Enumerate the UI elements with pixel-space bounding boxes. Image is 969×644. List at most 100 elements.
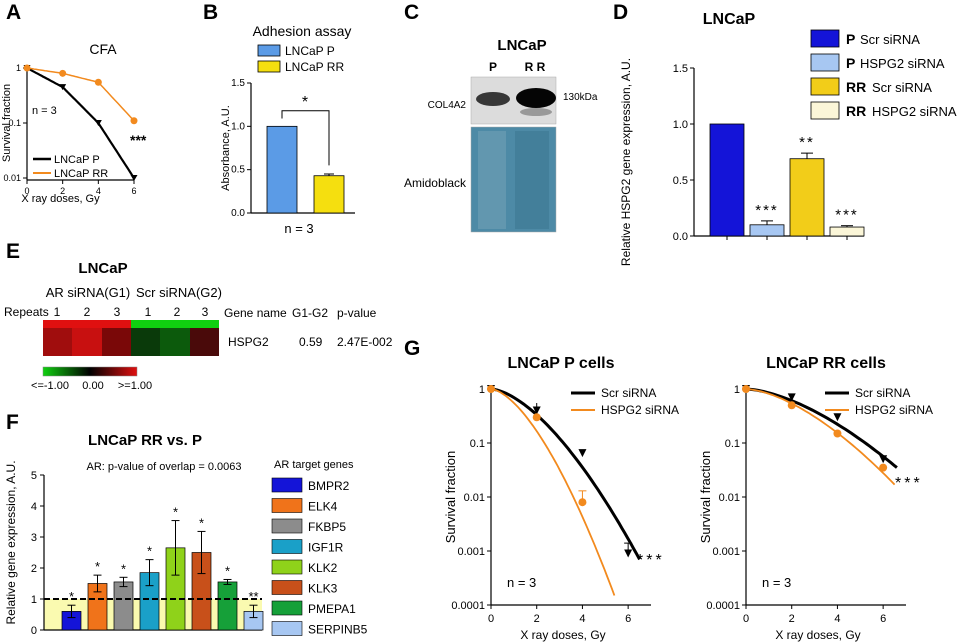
legend-swatch	[271, 621, 303, 636]
y-tick-label: 0.01	[464, 492, 485, 504]
x-tick-label: 6	[880, 613, 886, 625]
data-point	[59, 69, 67, 77]
significance-stars: *	[199, 515, 204, 530]
significance-stars: *	[95, 559, 100, 574]
y-tick-label: 0.0001	[706, 600, 740, 612]
heatmap-scale-mid: 0.00	[82, 380, 103, 392]
y-tick-label: 2	[31, 563, 37, 575]
legend-bold: P	[846, 55, 855, 71]
data-point	[787, 393, 796, 402]
heatmap-cell	[102, 328, 131, 356]
legend-swatch	[271, 477, 303, 493]
y-axis-label: Absorbance, A.U.	[220, 105, 232, 191]
bar	[829, 226, 865, 237]
legend-bold: RR	[846, 103, 866, 119]
heatmap-col-p: p-value	[337, 306, 377, 320]
legend-label: IGF1R	[308, 541, 344, 555]
y-tick-label: 4	[31, 501, 37, 513]
blot-stain-label: Amidoblack	[404, 176, 467, 190]
data-point	[487, 385, 495, 393]
x-tick-label: 4	[834, 613, 840, 625]
data-point	[130, 117, 138, 125]
panel-f-chart: LNCaP RR vs. P AR: p-value of overlap = 0…	[4, 432, 368, 637]
heatmap-repeats-label: Repeats	[4, 305, 49, 319]
legend-swatch	[257, 44, 281, 57]
legend-label: Scr siRNA	[860, 32, 920, 47]
data-point	[23, 64, 31, 72]
y-tick-label: 1	[16, 63, 21, 73]
x-tick-label: 2	[789, 613, 795, 625]
y-tick-label: 1.5	[673, 63, 688, 75]
legend-label: Scr siRNA	[601, 386, 656, 400]
heatmap-group1: AR siRNA(G1)	[46, 285, 131, 300]
y-tick-label: 3	[31, 532, 37, 544]
y-tick-label: 1	[734, 384, 740, 396]
footer-note: n = 3	[284, 221, 313, 236]
heatmap-repeat: 1	[54, 305, 61, 319]
y-tick-label: 0.5	[673, 175, 688, 187]
x-tick-label: 0	[488, 613, 494, 625]
heatmap-group2-bar	[131, 320, 219, 328]
heatmap-group2: Scr siRNA(G2)	[136, 285, 222, 300]
panel-b-chart: Adhesion assay LNCaP P LNCaP RR 0.0 0.5 1.0 1.…	[220, 23, 355, 236]
data-point	[94, 78, 102, 86]
legend-swatch	[271, 559, 303, 575]
significance-stars: ***	[895, 475, 923, 492]
y-tick-label: 0.1	[8, 118, 21, 128]
annotation-n: n = 3	[507, 575, 536, 590]
heatmap-cell	[131, 328, 160, 356]
series-line	[745, 387, 898, 469]
heatmap-cell	[72, 328, 102, 356]
bar	[789, 158, 825, 237]
legend-swatch	[271, 600, 303, 616]
bar	[749, 224, 785, 237]
blot-band-rr	[516, 88, 556, 108]
x-tick-label: 4	[96, 186, 101, 196]
y-tick-label: 0.1	[725, 438, 740, 450]
annotation-n: n = 3	[762, 575, 791, 590]
heatmap-repeat: 2	[174, 305, 181, 319]
y-tick-label: 0.001	[712, 546, 740, 558]
y-tick-label: 1.0	[231, 121, 245, 132]
heatmap-row-p: 2.47E-002	[337, 335, 393, 349]
data-point	[578, 449, 587, 458]
chart-title: Adhesion assay	[253, 23, 352, 39]
data-point	[879, 455, 888, 464]
legend-swatch	[271, 518, 303, 534]
heatmap-repeat: 3	[114, 305, 121, 319]
legend-swatch	[271, 498, 303, 513]
legend-label: HSPG2 siRNA	[601, 403, 679, 417]
y-tick-label: 1.5	[231, 78, 245, 89]
bar	[113, 581, 134, 631]
blot-band-p	[476, 92, 510, 106]
blot-size-label: 130kDa	[563, 92, 598, 103]
series-line	[490, 387, 641, 561]
panel-c-blot: LNCaP P R R COL4A2 130kDa Amidoblack	[404, 37, 598, 233]
legend-label: KLK3	[308, 582, 338, 596]
panel-e-heatmap: LNCaP AR siRNA(G1) Scr siRNA(G2) Repeats…	[4, 260, 393, 392]
chart-title: CFA	[89, 41, 117, 57]
blot-band-label: COL4A2	[428, 100, 467, 111]
legend-label: LNCaP RR	[54, 168, 108, 180]
legend-label: Scr siRNA	[855, 386, 910, 400]
data-point	[833, 413, 842, 422]
legend-bold: RR	[846, 79, 866, 95]
panel-letter-a: A	[6, 1, 22, 24]
heatmap-col-diff: G1-G2	[292, 306, 328, 320]
legend-label: LNCaP P	[54, 154, 100, 166]
chart-title: LNCaP	[703, 11, 756, 28]
y-tick-label: 0	[31, 625, 37, 637]
data-point	[94, 120, 102, 126]
legend-label: HSPG2 siRNA	[872, 104, 957, 119]
x-tick-label: 2	[534, 613, 540, 625]
data-point	[742, 385, 750, 393]
legend-swatch	[271, 539, 303, 554]
significance-stars: ***	[755, 202, 779, 219]
legend-swatch	[257, 60, 281, 73]
legend-label: BMPR2	[308, 479, 350, 493]
significance-stars: *	[173, 505, 178, 520]
series-line	[490, 388, 616, 596]
heatmap-repeat: 1	[145, 305, 152, 319]
